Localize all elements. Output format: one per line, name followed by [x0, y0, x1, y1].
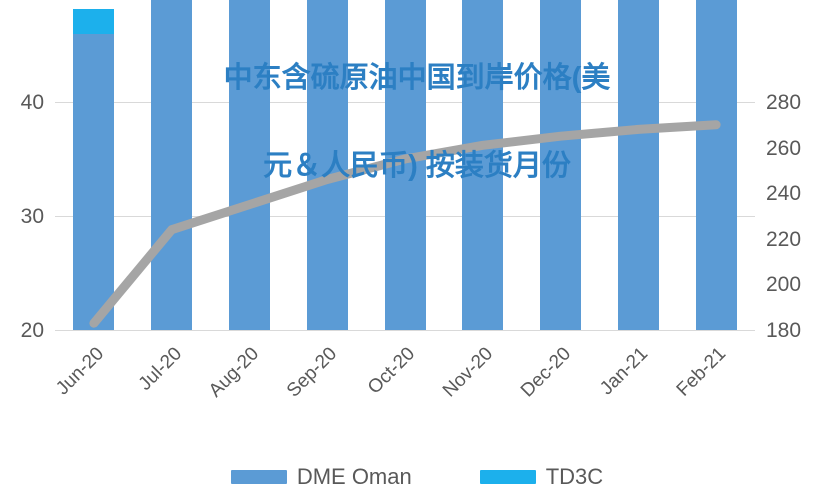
bar-segment-dme-oman[interactable] — [540, 0, 582, 330]
bar-segment-dme-oman[interactable] — [228, 0, 270, 330]
bar-group[interactable] — [151, 0, 193, 330]
bar-segment-dme-oman[interactable] — [462, 0, 504, 330]
legend-label-td3c: TD3C — [545, 464, 604, 489]
bar-segment-dme-oman[interactable] — [695, 0, 737, 330]
right-axis-tick-280: 280 — [766, 91, 802, 114]
right-axis-tick-200: 200 — [766, 273, 802, 296]
right-axis-tick-180: 180 — [766, 319, 802, 342]
bar-group[interactable] — [540, 0, 582, 330]
legend-swatch-dme-oman — [230, 470, 287, 484]
legend-swatch-td3c — [479, 470, 536, 484]
right-axis-tick-260: 260 — [766, 137, 802, 160]
plot-area — [55, 0, 755, 331]
gridline-20 — [55, 330, 755, 331]
line-series-layer — [89, 120, 721, 328]
legend-item-dme-oman[interactable]: DME Oman — [230, 464, 412, 489]
bar-segment-dme-oman[interactable] — [306, 0, 348, 330]
bar-segment-td3c[interactable] — [73, 8, 115, 34]
legend-item-td3c[interactable]: TD3C — [479, 464, 604, 489]
chart-legend: DME Oman TD3C — [0, 466, 834, 488]
left-axis-tick-40: 40 — [20, 91, 44, 114]
right-axis-tick-240: 240 — [766, 182, 802, 205]
bar-group[interactable] — [695, 0, 737, 330]
bar-group[interactable] — [462, 0, 504, 330]
bar-group[interactable] — [73, 8, 115, 330]
bar-group[interactable] — [306, 0, 348, 330]
left-axis-tick-20: 20 — [20, 319, 44, 342]
legend-label-dme-oman: DME Oman — [296, 464, 412, 489]
bar-segment-dme-oman[interactable] — [151, 0, 193, 330]
rmb-line-path — [89, 120, 721, 328]
left-axis-tick-30: 30 — [20, 205, 44, 228]
bar-group[interactable] — [617, 0, 659, 330]
bar-segment-dme-oman[interactable] — [617, 0, 659, 330]
right-axis-tick-220: 220 — [766, 228, 802, 251]
bar-segment-dme-oman[interactable] — [73, 33, 115, 330]
bar-group[interactable] — [228, 0, 270, 330]
